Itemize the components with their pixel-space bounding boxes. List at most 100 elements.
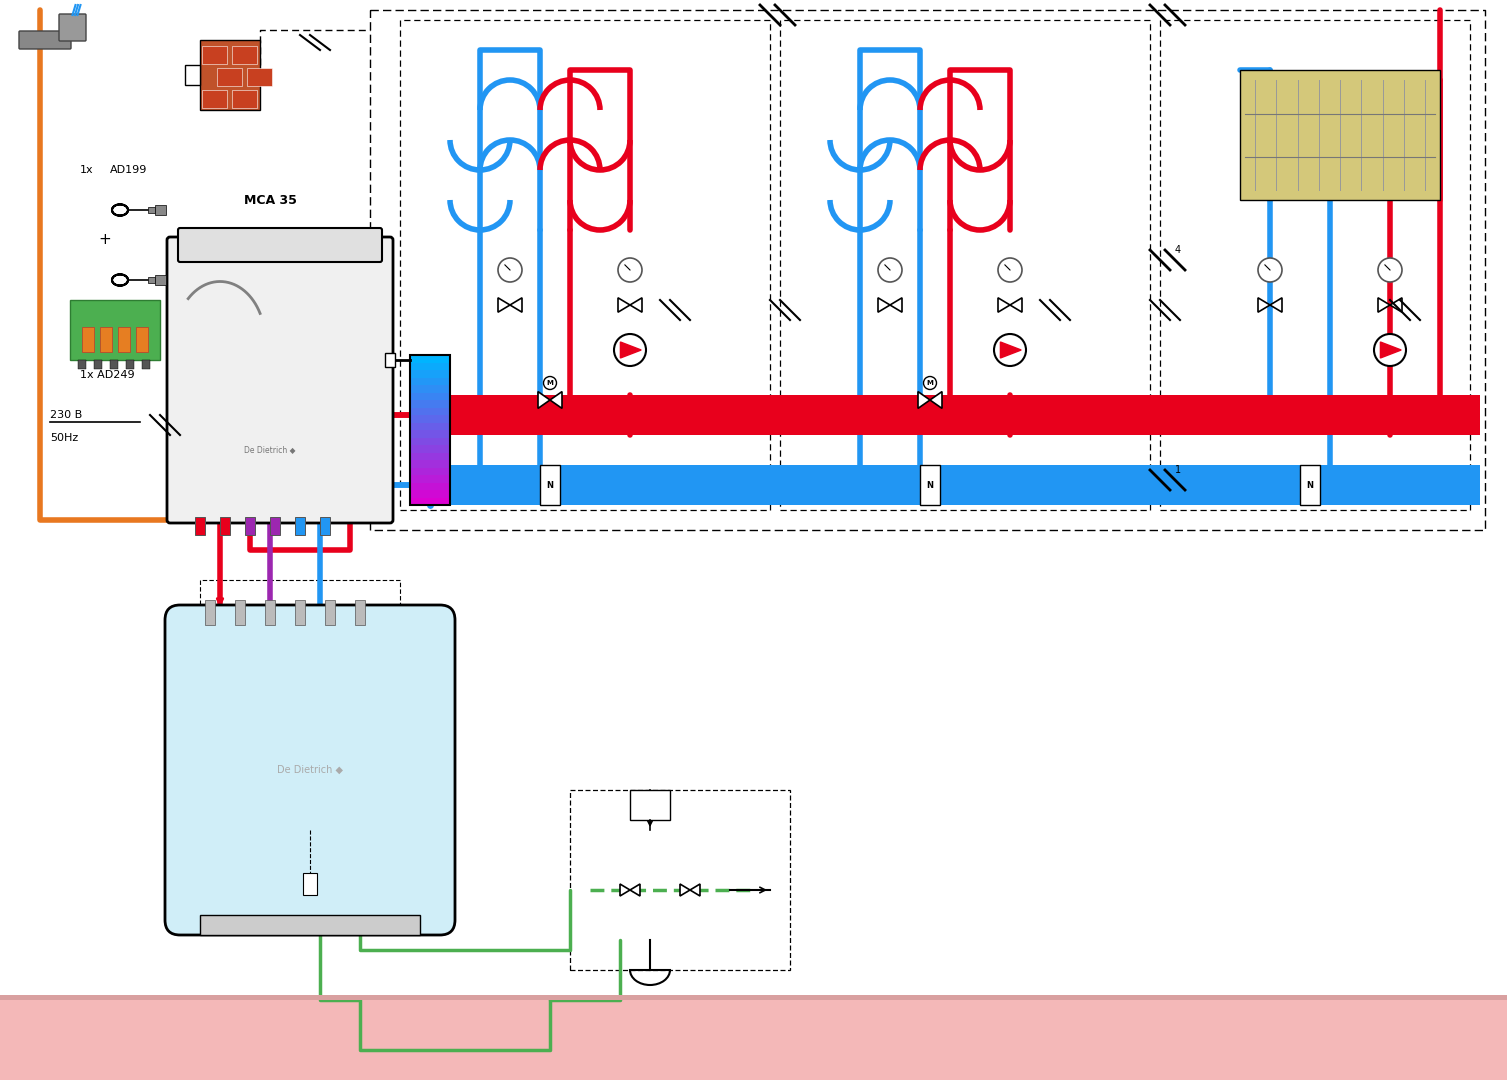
Text: 1x AD249: 1x AD249 (80, 370, 134, 380)
Bar (205, 600, 216, 625)
Bar (78, 360, 86, 369)
Polygon shape (630, 885, 640, 896)
Bar (410, 355, 451, 505)
Bar (202, 46, 226, 64)
Polygon shape (621, 342, 640, 357)
Bar (410, 392, 451, 400)
Bar (0, 995, 1507, 1000)
Bar (410, 430, 451, 437)
Text: De Dietrich ◆: De Dietrich ◆ (244, 445, 295, 455)
Bar (148, 276, 155, 283)
Bar (118, 327, 130, 352)
Bar (410, 407, 451, 415)
Bar (919, 465, 940, 505)
Bar (356, 600, 365, 625)
Bar (246, 517, 255, 535)
Bar (410, 355, 451, 363)
Bar (110, 360, 118, 369)
Polygon shape (930, 392, 942, 408)
Bar (410, 384, 451, 392)
Text: AD199: AD199 (110, 165, 148, 175)
Polygon shape (680, 885, 690, 896)
Bar (319, 517, 330, 535)
Bar (410, 445, 451, 453)
Bar (326, 600, 335, 625)
Circle shape (995, 334, 1026, 366)
Bar (232, 90, 256, 108)
Circle shape (1377, 258, 1402, 282)
Circle shape (998, 258, 1022, 282)
Polygon shape (891, 298, 903, 312)
Bar (200, 915, 420, 935)
Bar (410, 490, 451, 498)
Polygon shape (630, 298, 642, 312)
Polygon shape (1389, 298, 1402, 312)
Bar (630, 789, 671, 820)
Bar (399, 21, 770, 510)
Text: 1x: 1x (80, 165, 93, 175)
FancyBboxPatch shape (167, 237, 393, 523)
Bar (99, 327, 112, 352)
Bar (1240, 70, 1441, 200)
Polygon shape (1001, 342, 1022, 357)
Polygon shape (1377, 298, 1389, 312)
Bar (410, 483, 451, 490)
Text: De Dietrich ◆: De Dietrich ◆ (277, 765, 344, 775)
Bar (265, 600, 274, 625)
FancyBboxPatch shape (164, 605, 455, 935)
Polygon shape (538, 392, 550, 408)
Bar (303, 873, 316, 895)
Bar (232, 46, 256, 64)
Bar (410, 475, 451, 483)
Bar (570, 789, 790, 970)
Bar (202, 90, 226, 108)
Bar (217, 68, 241, 86)
Bar (410, 453, 451, 460)
Bar (1160, 21, 1469, 510)
Bar (235, 600, 246, 625)
Bar (410, 498, 451, 505)
Bar (148, 207, 155, 213)
Polygon shape (998, 298, 1010, 312)
Bar (69, 300, 160, 360)
Text: N: N (1307, 481, 1314, 489)
Text: MCA 35: MCA 35 (244, 193, 297, 206)
Text: M: M (547, 380, 553, 386)
Bar (194, 517, 205, 535)
Circle shape (544, 377, 556, 390)
Bar (295, 600, 304, 625)
Bar (185, 65, 200, 85)
Circle shape (879, 258, 903, 282)
Text: N: N (927, 481, 933, 489)
Bar (410, 460, 451, 468)
Circle shape (924, 377, 936, 390)
Polygon shape (509, 298, 521, 312)
Text: 1: 1 (1175, 465, 1181, 475)
Circle shape (1258, 258, 1282, 282)
Bar (155, 205, 166, 215)
Bar (410, 468, 451, 475)
Polygon shape (497, 298, 509, 312)
Bar (93, 360, 102, 369)
Text: N: N (547, 481, 553, 489)
Polygon shape (1258, 298, 1270, 312)
Text: 50Hz: 50Hz (50, 433, 78, 443)
FancyBboxPatch shape (20, 31, 71, 49)
Bar (270, 517, 280, 535)
Polygon shape (618, 298, 630, 312)
Bar (410, 437, 451, 445)
Bar (384, 353, 395, 367)
Polygon shape (619, 885, 630, 896)
Bar (410, 378, 451, 384)
Text: M: M (927, 380, 933, 386)
Polygon shape (879, 298, 891, 312)
Polygon shape (1270, 298, 1282, 312)
Bar (410, 363, 451, 370)
Bar (220, 517, 231, 535)
Bar (142, 360, 151, 369)
Bar (410, 415, 451, 422)
Bar (200, 40, 261, 110)
Bar (0, 1000, 1507, 1080)
FancyBboxPatch shape (178, 228, 381, 262)
Circle shape (497, 258, 521, 282)
